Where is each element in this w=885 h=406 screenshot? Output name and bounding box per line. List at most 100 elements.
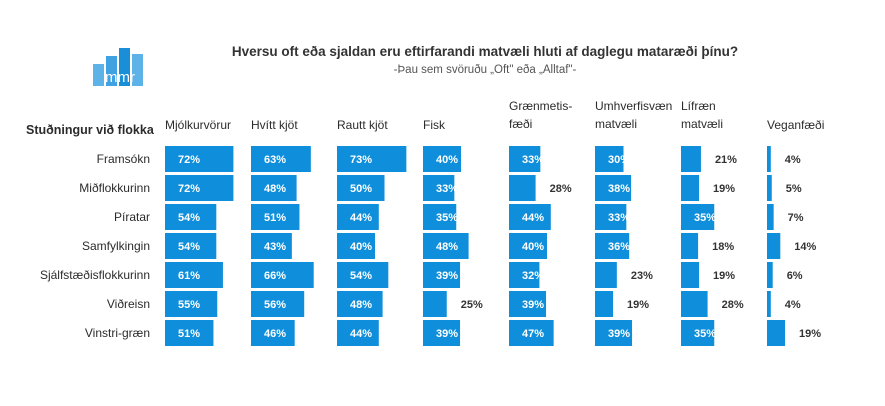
column-header-2: Hvítt kjöt (251, 118, 298, 132)
data-label: 39% (522, 299, 544, 311)
data-label: 14% (794, 241, 816, 253)
bar (681, 320, 715, 346)
bar (251, 146, 311, 172)
bar (337, 262, 389, 288)
data-label: 5% (786, 183, 802, 195)
data-label: 19% (713, 270, 735, 282)
category-label: Framsókn (97, 152, 150, 166)
data-label: 72% (178, 183, 200, 195)
bar (509, 175, 536, 201)
data-label: 19% (713, 183, 735, 195)
bar (767, 175, 772, 201)
chart-title: Hversu oft eða sjaldan eru eftirfarandi … (231, 44, 739, 59)
data-label: 39% (436, 270, 458, 282)
bar (767, 291, 771, 317)
data-label: 18% (712, 241, 734, 253)
bar (423, 204, 457, 230)
bar (337, 146, 407, 172)
mmr-logo: mmr (93, 48, 143, 86)
bar (423, 291, 447, 317)
bar (423, 262, 461, 288)
bar (681, 175, 700, 201)
data-label: 21% (715, 154, 737, 166)
data-label: 35% (436, 212, 458, 224)
data-label: 36% (608, 241, 630, 253)
bar (595, 175, 632, 201)
data-label: 35% (694, 212, 716, 224)
bar (251, 262, 314, 288)
bar (165, 320, 214, 346)
bar (681, 262, 700, 288)
logo-text: mmr (105, 69, 135, 86)
data-label: 72% (178, 154, 200, 166)
data-label: 39% (608, 328, 630, 340)
bar (165, 233, 217, 259)
bar (681, 291, 708, 317)
data-label: 50% (350, 183, 372, 195)
bar (595, 233, 630, 259)
data-label: 61% (178, 270, 200, 282)
bar (509, 262, 540, 288)
data-label: 30% (608, 154, 630, 166)
data-label: 19% (627, 299, 649, 311)
bar (767, 204, 774, 230)
data-label: 48% (436, 241, 458, 253)
bar (165, 146, 234, 172)
data-label: 48% (264, 183, 286, 195)
column-header-6-line-2: matvæli (595, 117, 637, 131)
data-label: 54% (178, 241, 200, 253)
data-label: 32% (522, 270, 544, 282)
column-header-8: Veganfæði (767, 118, 824, 132)
bar (337, 204, 379, 230)
data-label: 54% (350, 270, 372, 282)
bar (509, 146, 541, 172)
row-header: Stuðningur við flokka (26, 123, 155, 137)
bar (681, 233, 699, 259)
data-label: 23% (631, 270, 653, 282)
category-label: Viðreisn (107, 297, 150, 311)
data-label: 28% (550, 183, 572, 195)
category-label: Vinstri-græn (85, 326, 150, 340)
bar (423, 233, 469, 259)
data-label: 55% (178, 299, 200, 311)
data-label: 39% (436, 328, 458, 340)
bar (681, 146, 701, 172)
category-label: Sjálfstæðisflokkurinn (40, 268, 150, 282)
bar (251, 204, 300, 230)
bar (165, 204, 217, 230)
bar (337, 291, 383, 317)
bar (337, 175, 385, 201)
bar (251, 320, 295, 346)
bar (165, 262, 223, 288)
bar (509, 204, 551, 230)
data-label: 4% (785, 299, 801, 311)
column-header-1: Mjólkurvörur (165, 118, 231, 132)
bar (595, 320, 633, 346)
column-header-6-line-1: Umhverfisvæn (595, 99, 672, 113)
chart-subtitle: -Þau sem svöruðu „Oft" eða „Alltaf"- (393, 64, 577, 76)
data-label: 54% (178, 212, 200, 224)
bar (595, 291, 614, 317)
bar (423, 175, 455, 201)
column-header-7-line-1: Lífræn (681, 99, 716, 113)
category-label: Píratar (114, 210, 150, 224)
data-label: 6% (787, 270, 803, 282)
data-label: 56% (264, 299, 286, 311)
bar (509, 320, 554, 346)
bar (251, 291, 305, 317)
data-label: 44% (522, 212, 544, 224)
data-label: 51% (264, 212, 286, 224)
data-label: 28% (722, 299, 744, 311)
data-label: 25% (461, 299, 483, 311)
category-label: Samfylkingin (82, 239, 150, 253)
bar (595, 262, 617, 288)
data-label: 46% (264, 328, 286, 340)
bar (509, 291, 547, 317)
data-label: 47% (522, 328, 544, 340)
data-label: 33% (522, 154, 544, 166)
data-label: 4% (785, 154, 801, 166)
data-label: 48% (350, 299, 372, 311)
bar (681, 204, 715, 230)
bar (767, 320, 786, 346)
